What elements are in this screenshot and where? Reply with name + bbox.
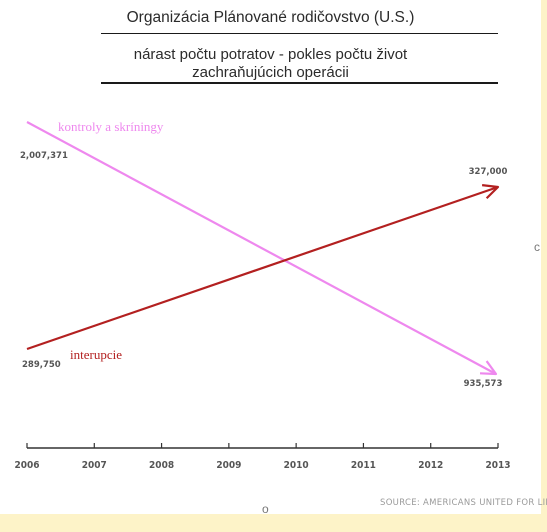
series-line xyxy=(26,121,497,375)
series-name-label: interupcie xyxy=(70,347,122,362)
x-tick-label: 2009 xyxy=(216,460,241,471)
series-end-value-label: 327,000 xyxy=(469,167,508,177)
x-tick-label: 2013 xyxy=(485,460,510,471)
x-tick-label: 2011 xyxy=(351,460,376,471)
chart-subtitle: nárast počtu potratov - pokles počtu živ… xyxy=(0,46,541,82)
chart-title: Organizácia Plánované rodičovstvo (U.S.) xyxy=(126,9,415,26)
stray-mark: o xyxy=(262,502,269,516)
series-start-value-label: 289,750 xyxy=(22,360,61,370)
x-tick-label: 2012 xyxy=(418,460,443,471)
x-tick-label: 2010 xyxy=(284,460,309,471)
series-arrowhead xyxy=(479,360,498,376)
chart-panel xyxy=(0,0,541,514)
source-note: SOURCE: AMERICANS UNITED FOR LIFE. xyxy=(380,498,547,508)
series-end-value-label: 935,573 xyxy=(464,379,503,389)
chart-subtitle-line-2: zachraňujúcich operácii xyxy=(192,64,349,81)
x-tick-label: 2007 xyxy=(82,460,107,471)
stray-mark: c xyxy=(534,240,540,254)
series-name-label: kontroly a skríningy xyxy=(58,119,164,134)
x-tick-label: 2006 xyxy=(14,460,39,471)
series-line xyxy=(26,185,499,351)
chart-subtitle-line-1: nárast počtu potratov - pokles počtu živ… xyxy=(133,46,408,63)
series-start-value-label: 2,007,371 xyxy=(20,151,68,161)
x-tick-label: 2008 xyxy=(149,460,174,471)
series-arrowhead xyxy=(481,184,500,200)
title-rule xyxy=(101,33,498,34)
subtitle-rule xyxy=(101,82,498,84)
